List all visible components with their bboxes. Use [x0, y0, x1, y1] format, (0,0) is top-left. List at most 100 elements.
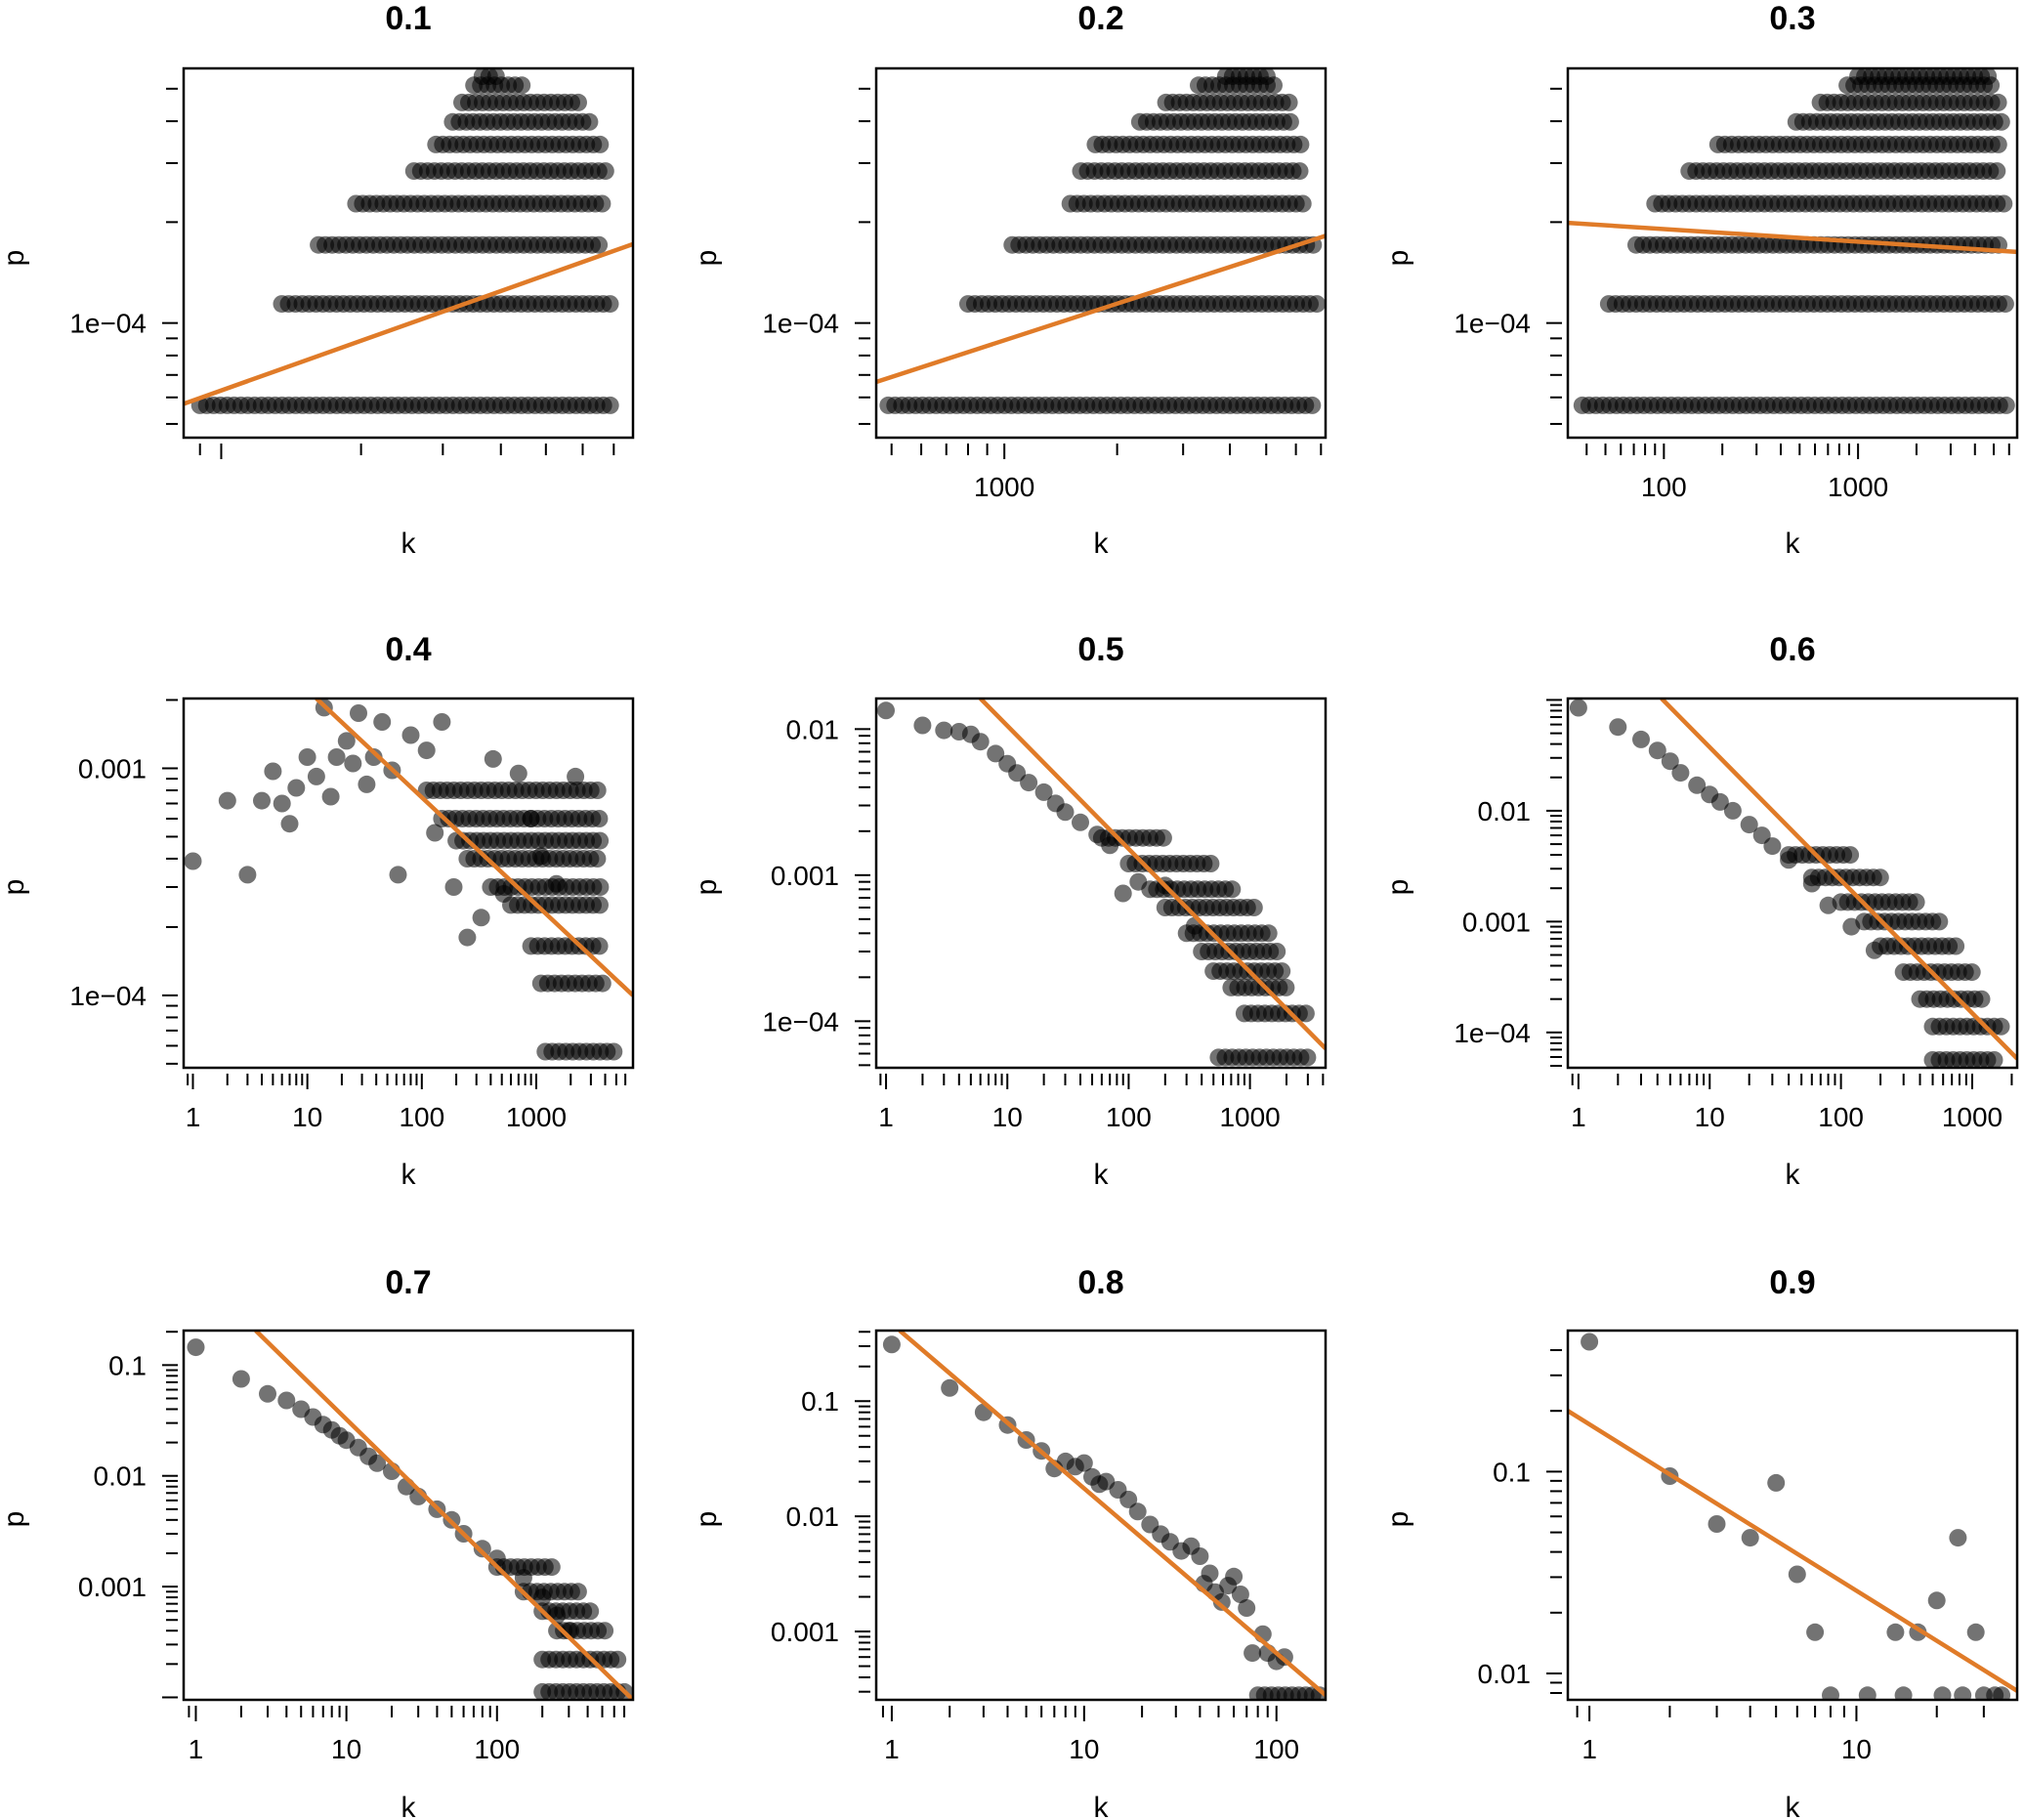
axis-ticks — [162, 698, 627, 1089]
data-point — [601, 396, 619, 414]
data-point — [1212, 1592, 1231, 1611]
x-tick-label: 10 — [1695, 1102, 1725, 1132]
data-points — [1569, 698, 2010, 1068]
data-point — [1281, 112, 1299, 131]
panel-title: 0.3 — [1769, 0, 1815, 37]
data-point — [593, 194, 611, 213]
data-point — [484, 749, 502, 768]
axis-ticks — [162, 87, 615, 459]
axis-ticks — [855, 87, 1323, 459]
plot-frame — [874, 697, 1328, 1070]
data-point — [444, 878, 463, 896]
panel-title: 0.7 — [385, 1264, 431, 1301]
plot-frame — [1566, 697, 2019, 1070]
plot-frame — [874, 1329, 1328, 1702]
y-tick-label: 0.001 — [771, 1617, 839, 1647]
panel-0.7: 0.7 k p 1 10 100 0.1 0.01 0.001 — [0, 1264, 635, 1820]
data-point — [337, 732, 356, 750]
data-point — [1225, 1567, 1244, 1586]
x-tick-label: 10 — [992, 1102, 1023, 1132]
data-point — [1997, 396, 2015, 414]
panel-title: 0.4 — [385, 631, 431, 668]
y-axis-label: p — [0, 250, 30, 267]
y-tick-label: 0.001 — [78, 1572, 147, 1602]
panel-0.1: 0.1 k p 1e−04 — [0, 0, 635, 560]
x-tick-label: 10 — [292, 1102, 322, 1132]
data-point — [601, 295, 619, 314]
data-point — [581, 1602, 600, 1621]
x-tick-label: 1 — [1581, 1734, 1597, 1764]
data-points — [1581, 1333, 2011, 1700]
data-point — [1632, 730, 1650, 748]
data-point — [941, 1378, 959, 1397]
y-axis-label: p — [691, 250, 723, 267]
panel-0.8: 0.8 k p 1 10 100 0.1 0.01 0.001 — [691, 1264, 1328, 1820]
data-point — [327, 748, 346, 766]
y-tick-label: 0.01 — [786, 714, 840, 744]
x-tick-label: 1 — [186, 1102, 201, 1132]
panel-title: 0.5 — [1077, 631, 1123, 668]
y-axis-label: p — [0, 879, 30, 896]
data-point — [321, 787, 340, 806]
data-points — [190, 68, 619, 414]
x-tick-label: 1000 — [1942, 1102, 2003, 1132]
data-point — [280, 815, 299, 833]
data-point — [298, 748, 316, 766]
data-point — [389, 866, 407, 884]
data-point — [1296, 1004, 1315, 1023]
data-point — [1927, 1591, 1946, 1610]
data-point — [1290, 162, 1309, 181]
fit-line — [979, 698, 1326, 1050]
data-point — [1291, 135, 1310, 153]
panel-0.5: 0.5 k p 1 10 100 1000 0.01 0.001 1e−04 — [691, 631, 1328, 1191]
data-point — [433, 713, 451, 731]
data-point — [273, 794, 291, 813]
y-tick-label: 1e−04 — [1454, 1018, 1531, 1048]
data-point — [364, 748, 383, 766]
fit-line — [315, 698, 633, 997]
y-tick-label: 1e−04 — [69, 981, 147, 1011]
data-point — [1114, 884, 1132, 903]
x-tick-label: 1 — [884, 1734, 900, 1764]
y-tick-label: 1e−04 — [762, 309, 839, 339]
data-point — [307, 767, 325, 785]
data-point — [1268, 943, 1286, 960]
x-axis-label: k — [1094, 1792, 1110, 1820]
x-tick-label: 1000 — [506, 1102, 567, 1132]
panel-0.2: 0.2 k p 1000 1e−04 — [691, 0, 1328, 560]
data-point — [358, 775, 376, 793]
data-point — [1202, 855, 1220, 872]
panel-0.9: 0.9 k p 1 10 0.1 0.01 — [1382, 1264, 2019, 1820]
data-point — [591, 878, 610, 896]
y-tick-label: 0.001 — [771, 861, 839, 891]
data-point — [590, 235, 609, 254]
x-tick-label: 100 — [399, 1102, 444, 1132]
data-point — [1954, 1686, 1972, 1700]
x-axis-label: k — [401, 528, 417, 560]
data-point — [1993, 1686, 2011, 1700]
x-tick-label: 100 — [1106, 1102, 1152, 1132]
y-tick-label: 1e−04 — [762, 1006, 839, 1037]
y-axis-label: p — [1382, 879, 1414, 896]
data-point — [596, 1622, 614, 1640]
data-point — [1238, 1599, 1256, 1617]
data-point — [580, 112, 599, 131]
panel-0.6: 0.6 k p 1 10 100 1000 0.01 0.001 1e−04 — [1382, 631, 2019, 1191]
data-point — [1992, 1017, 2010, 1036]
data-point — [1303, 396, 1322, 414]
data-point — [1708, 1515, 1726, 1533]
plot-frame — [1566, 1329, 2019, 1702]
x-tick-label: 10 — [1841, 1734, 1872, 1764]
panel-0.4: 0.4 k p 1 10 100 1000 0.001 1e−04 — [0, 631, 635, 1191]
data-point — [1201, 1564, 1219, 1583]
data-point — [1949, 1529, 1967, 1547]
data-points — [187, 1338, 633, 1700]
data-points — [877, 701, 1317, 1067]
data-point — [593, 974, 611, 993]
data-point — [1763, 837, 1782, 856]
plot-frame — [1566, 66, 2019, 440]
x-tick-label: 1 — [878, 1102, 894, 1132]
axis-ticks — [162, 1331, 626, 1721]
data-point — [542, 1558, 561, 1577]
y-tick-label: 1e−04 — [69, 309, 147, 339]
